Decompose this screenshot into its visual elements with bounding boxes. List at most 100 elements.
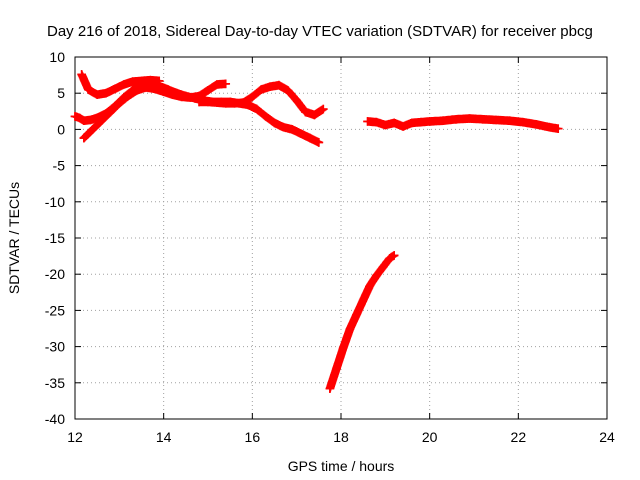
- data-point: [75, 113, 84, 123]
- y-tick-labels: 10 5 0 -5 -10 -15 -20 -25 -30 -35 -40: [45, 49, 65, 427]
- data-point: [378, 262, 388, 272]
- y-tick-label: -15: [45, 230, 65, 246]
- data-point: [305, 133, 315, 143]
- data-point: [518, 117, 528, 127]
- data-point: [212, 80, 222, 89]
- data-point: [372, 271, 381, 280]
- data-point: [141, 83, 151, 92]
- data-point: [265, 82, 275, 91]
- series-arc-5: [363, 114, 563, 133]
- data-point: [345, 324, 355, 334]
- data-point: [92, 113, 102, 123]
- data-point: [531, 120, 541, 129]
- data-point: [159, 87, 168, 97]
- data-point: [137, 76, 146, 86]
- data-point: [92, 90, 102, 99]
- data-point: [338, 343, 348, 353]
- x-tick-labels: 12 14 16 18 20 22 24: [67, 429, 615, 445]
- data-point: [352, 310, 361, 320]
- data-point: [292, 96, 301, 105]
- data-point: [279, 122, 288, 132]
- data-point: [132, 86, 142, 95]
- data-point: [185, 93, 195, 102]
- data-point: [478, 114, 488, 124]
- data-point: [381, 120, 390, 130]
- series-arc-2: [79, 79, 231, 143]
- data-point: [372, 117, 381, 127]
- data-point: [363, 117, 372, 126]
- chart-title: Day 216 of 2018, Sidereal Day-to-day VTE…: [47, 23, 593, 40]
- y-tick-label: -5: [53, 158, 66, 174]
- data-point: [465, 114, 474, 123]
- data-point: [128, 77, 137, 86]
- data-point: [119, 80, 129, 89]
- data-point: [505, 116, 514, 126]
- data-point: [296, 129, 306, 139]
- series-arc-3: [77, 70, 164, 99]
- data-point: [203, 86, 213, 95]
- data-point: [123, 91, 133, 101]
- data-point: [407, 118, 417, 128]
- data-point: [106, 107, 115, 117]
- data-point: [230, 99, 239, 108]
- data-point: [110, 84, 120, 94]
- y-tick-label: 0: [57, 121, 65, 137]
- data-point: [545, 122, 554, 132]
- data-point: [79, 116, 89, 126]
- data-point: [491, 115, 501, 125]
- data-point: [146, 75, 155, 85]
- x-tick-label: 20: [422, 429, 438, 445]
- x-tick-label: 16: [245, 429, 261, 445]
- data-point: [365, 281, 375, 291]
- data-point: [77, 70, 86, 79]
- data-point: [416, 117, 426, 127]
- data-point: [221, 79, 231, 89]
- data-point: [332, 364, 341, 373]
- data-point: [310, 110, 319, 120]
- data-point: [194, 97, 204, 107]
- data-point: [325, 384, 335, 393]
- data-point: [385, 253, 395, 263]
- data-point: [168, 90, 177, 99]
- data-point: [301, 107, 310, 117]
- data-point: [274, 80, 284, 90]
- data-point: [318, 104, 328, 114]
- y-tick-label: 10: [49, 49, 65, 65]
- data-point: [88, 125, 98, 134]
- data-point: [239, 98, 248, 107]
- y-tick-label: -20: [45, 266, 65, 282]
- data-point: [553, 124, 563, 133]
- data-point: [221, 99, 231, 108]
- axis-ticks: [74, 56, 608, 420]
- data-point: [115, 99, 124, 108]
- data-point: [389, 251, 399, 260]
- data-point: [451, 114, 461, 124]
- data-point: [389, 118, 399, 128]
- data-point: [101, 88, 111, 98]
- data-point: [252, 104, 262, 114]
- data-point: [358, 295, 368, 305]
- y-tick-label: -10: [45, 194, 65, 210]
- data-point: [86, 115, 95, 125]
- data-point: [287, 125, 297, 134]
- data-point: [79, 133, 89, 143]
- data-point: [270, 118, 279, 128]
- data-point: [398, 122, 408, 131]
- data-point: [177, 92, 186, 102]
- y-tick-label: 5: [57, 85, 65, 101]
- data-point: [154, 76, 164, 86]
- y-axis-label: SDTVAR / TECUs: [6, 182, 22, 294]
- x-tick-label: 22: [511, 429, 527, 445]
- x-tick-label: 24: [599, 429, 615, 445]
- y-tick-label: -25: [45, 302, 65, 318]
- x-tick-label: 18: [333, 429, 349, 445]
- data-point: [97, 116, 106, 126]
- y-tick-label: -40: [45, 411, 65, 427]
- data-point: [438, 116, 448, 126]
- data-point: [212, 98, 222, 107]
- data-point: [425, 117, 434, 126]
- data-point: [84, 85, 93, 94]
- data-point: [203, 97, 213, 107]
- x-tick-label: 12: [67, 429, 83, 445]
- data-point: [256, 85, 266, 94]
